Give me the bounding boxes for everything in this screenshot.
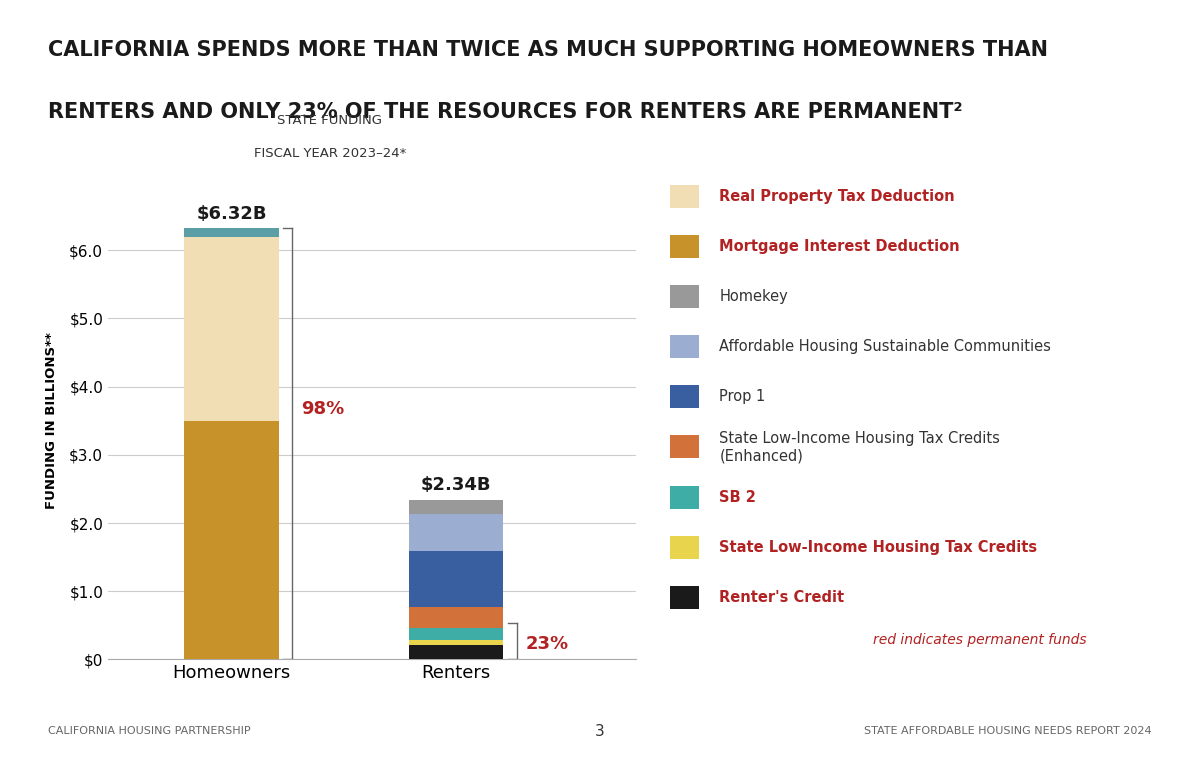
Text: STATE AFFORDABLE HOUSING NEEDS REPORT 2024: STATE AFFORDABLE HOUSING NEEDS REPORT 20…	[864, 726, 1152, 737]
Text: STATE FUNDING: STATE FUNDING	[277, 114, 383, 127]
Bar	[185, 421, 278, 659]
Bar	[409, 500, 504, 514]
Y-axis label: FUNDING IN BILLIONS**: FUNDING IN BILLIONS**	[46, 332, 58, 509]
FancyBboxPatch shape	[671, 185, 698, 208]
FancyBboxPatch shape	[671, 235, 698, 258]
Bar	[409, 640, 504, 645]
Text: FISCAL YEAR 2023–24*: FISCAL YEAR 2023–24*	[253, 147, 406, 161]
Bar	[409, 628, 504, 640]
Text: CALIFORNIA SPENDS MORE THAN TWICE AS MUCH SUPPORTING HOMEOWNERS THAN: CALIFORNIA SPENDS MORE THAN TWICE AS MUC…	[48, 40, 1048, 61]
Text: $6.32B: $6.32B	[197, 205, 266, 223]
Bar	[409, 607, 504, 628]
Bar	[409, 645, 504, 659]
Text: Prop 1: Prop 1	[719, 390, 766, 404]
Text: State Low-Income Housing Tax Credits: State Low-Income Housing Tax Credits	[719, 540, 1038, 555]
FancyBboxPatch shape	[671, 436, 698, 459]
Text: Affordable Housing Sustainable Communities: Affordable Housing Sustainable Communiti…	[719, 339, 1051, 354]
Text: RENTERS AND ONLY 23% OF THE RESOURCES FOR RENTERS ARE PERMANENT²: RENTERS AND ONLY 23% OF THE RESOURCES FO…	[48, 102, 962, 122]
Text: 23%: 23%	[526, 635, 569, 653]
FancyBboxPatch shape	[671, 285, 698, 308]
FancyBboxPatch shape	[671, 486, 698, 509]
FancyBboxPatch shape	[671, 536, 698, 559]
Text: $2.34B: $2.34B	[421, 476, 492, 494]
Text: SB 2: SB 2	[719, 490, 756, 505]
Text: 98%: 98%	[301, 400, 344, 418]
Text: Real Property Tax Deduction: Real Property Tax Deduction	[719, 189, 955, 204]
FancyBboxPatch shape	[671, 586, 698, 609]
Bar	[409, 514, 504, 551]
FancyBboxPatch shape	[671, 385, 698, 409]
Text: CALIFORNIA HOUSING PARTNERSHIP: CALIFORNIA HOUSING PARTNERSHIP	[48, 726, 251, 737]
Text: Renter's Credit: Renter's Credit	[719, 590, 845, 605]
FancyBboxPatch shape	[671, 335, 698, 358]
Text: Mortgage Interest Deduction: Mortgage Interest Deduction	[719, 239, 960, 254]
Text: State Low-Income Housing Tax Credits
(Enhanced): State Low-Income Housing Tax Credits (En…	[719, 431, 1001, 463]
Bar	[185, 228, 278, 236]
Bar	[185, 236, 278, 421]
Bar	[409, 551, 504, 607]
Text: red indicates permanent funds: red indicates permanent funds	[874, 634, 1087, 647]
Text: Homekey: Homekey	[719, 289, 788, 304]
Text: 3: 3	[595, 724, 605, 739]
